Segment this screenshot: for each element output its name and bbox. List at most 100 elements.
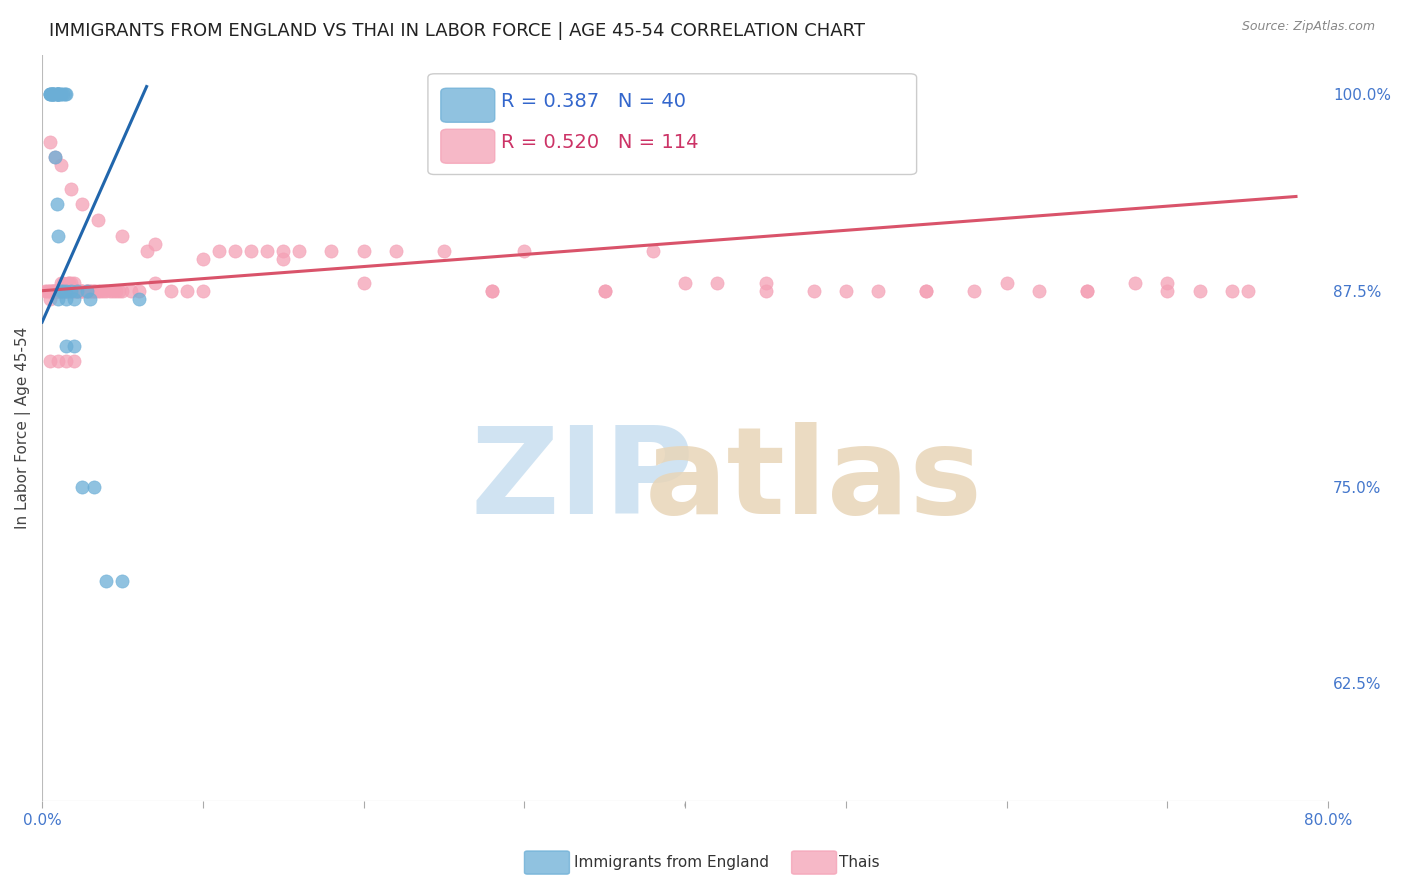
Point (72, 197, 94, 211)
Point (83, 284, 105, 298)
Point (111, 284, 134, 298)
Point (159, 284, 181, 298)
Point (42, 87, 65, 102)
Point (46, 284, 69, 298)
Point (55, 284, 77, 298)
Point (1188, 284, 1211, 298)
Point (80, 284, 103, 298)
Point (46, 228, 69, 243)
Point (45, 197, 67, 211)
Point (1028, 284, 1050, 298)
Point (69, 284, 91, 298)
Point (53, 87, 76, 102)
Point (55, 339, 77, 353)
Point (191, 284, 214, 298)
Point (45, 87, 67, 102)
Point (120, 284, 142, 298)
Point (76, 284, 98, 298)
Point (1123, 276, 1146, 290)
Point (65, 284, 87, 298)
Point (72, 480, 94, 494)
Point (52, 276, 75, 290)
Point (41, 87, 63, 102)
Point (288, 244, 311, 259)
Point (56, 284, 79, 298)
Point (321, 244, 343, 259)
Point (135, 244, 157, 259)
Y-axis label: In Labor Force | Age 45-54: In Labor Force | Age 45-54 (15, 327, 31, 529)
Text: R = 0.387   N = 40: R = 0.387 N = 40 (501, 93, 686, 112)
Point (42, 284, 65, 298)
Point (49, 284, 72, 298)
Point (91, 284, 114, 298)
Point (915, 284, 938, 298)
Text: ZIP: ZIP (471, 422, 695, 539)
Point (191, 252, 214, 267)
Point (63, 354, 86, 368)
Point (754, 284, 776, 298)
Point (44, 150, 66, 164)
Point (63, 292, 86, 306)
Point (1220, 284, 1243, 298)
Point (53, 284, 76, 298)
Point (963, 284, 986, 298)
Point (46, 87, 69, 102)
Point (58, 276, 80, 290)
Point (45, 284, 67, 298)
Point (481, 284, 503, 298)
Point (55, 87, 77, 102)
Point (84, 284, 107, 298)
Point (706, 276, 728, 290)
Point (52, 284, 75, 298)
Point (39, 135, 62, 149)
Point (55, 354, 77, 368)
Point (46, 292, 69, 306)
Point (111, 574, 134, 589)
Point (143, 236, 166, 251)
Point (58, 284, 80, 298)
Point (51, 87, 73, 102)
Point (52, 284, 75, 298)
Point (995, 276, 1018, 290)
Point (51, 158, 73, 172)
Point (353, 276, 375, 290)
Point (46, 354, 69, 368)
Point (128, 292, 150, 306)
Point (39, 87, 62, 102)
Point (835, 284, 858, 298)
Point (1236, 284, 1258, 298)
Point (1076, 284, 1098, 298)
Point (55, 292, 77, 306)
Point (96, 574, 118, 589)
Point (63, 339, 86, 353)
Point (96, 284, 118, 298)
Point (44, 284, 66, 298)
Point (55, 284, 77, 298)
Point (66, 284, 89, 298)
Point (866, 284, 889, 298)
FancyBboxPatch shape (440, 88, 495, 122)
Point (256, 244, 278, 259)
Point (52, 87, 75, 102)
Point (87, 284, 110, 298)
Point (641, 244, 664, 259)
Point (915, 284, 938, 298)
Point (72, 284, 94, 298)
Point (62, 284, 84, 298)
Point (87, 213, 110, 227)
Point (35, 284, 58, 298)
Point (46, 284, 69, 298)
Point (49, 87, 72, 102)
Point (67, 284, 90, 298)
Point (41, 87, 63, 102)
Point (433, 244, 456, 259)
Point (39, 87, 62, 102)
Point (39, 354, 62, 368)
Point (593, 284, 616, 298)
Point (41, 284, 63, 298)
Text: Source: ZipAtlas.com: Source: ZipAtlas.com (1241, 20, 1375, 33)
Point (111, 228, 134, 243)
Point (51, 284, 73, 298)
Point (143, 276, 166, 290)
Point (49, 284, 72, 298)
